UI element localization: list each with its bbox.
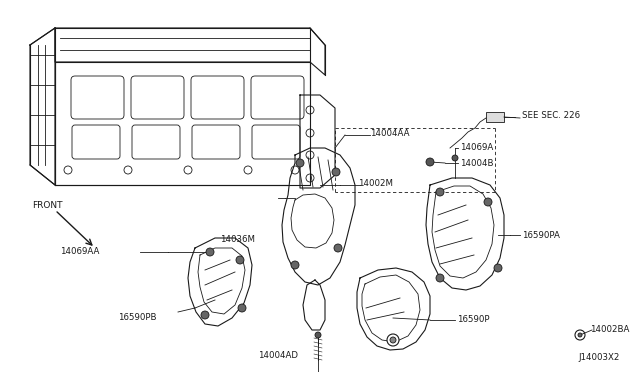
Circle shape xyxy=(390,337,396,343)
Text: 14004B: 14004B xyxy=(460,158,493,167)
Polygon shape xyxy=(303,280,325,330)
Text: J14003X2: J14003X2 xyxy=(579,353,620,362)
Polygon shape xyxy=(426,178,504,290)
Circle shape xyxy=(332,168,340,176)
Polygon shape xyxy=(300,95,335,188)
Circle shape xyxy=(206,248,214,256)
Text: 14069A: 14069A xyxy=(460,144,493,153)
Polygon shape xyxy=(188,238,252,326)
Text: 14069AA: 14069AA xyxy=(60,247,99,257)
Circle shape xyxy=(236,256,244,264)
Circle shape xyxy=(436,274,444,282)
Circle shape xyxy=(494,264,502,272)
Circle shape xyxy=(436,188,444,196)
Circle shape xyxy=(296,159,304,167)
Circle shape xyxy=(334,244,342,252)
Text: 14036M: 14036M xyxy=(220,235,255,244)
Circle shape xyxy=(578,333,582,337)
Polygon shape xyxy=(282,148,355,285)
Text: SEE SEC. 226: SEE SEC. 226 xyxy=(522,112,580,121)
Text: FRONT: FRONT xyxy=(32,201,63,209)
Circle shape xyxy=(484,198,492,206)
Circle shape xyxy=(426,158,434,166)
Bar xyxy=(486,112,504,122)
Polygon shape xyxy=(30,28,55,185)
Circle shape xyxy=(387,334,399,346)
Text: 14002M: 14002M xyxy=(358,179,393,187)
Circle shape xyxy=(315,332,321,338)
Text: 16590P: 16590P xyxy=(457,315,490,324)
Text: 16590PA: 16590PA xyxy=(522,231,560,240)
Circle shape xyxy=(452,155,458,161)
Text: 14002BA: 14002BA xyxy=(590,326,629,334)
Text: 14004AD: 14004AD xyxy=(258,350,298,359)
Polygon shape xyxy=(55,62,310,185)
Text: 16590PB: 16590PB xyxy=(118,314,157,323)
Polygon shape xyxy=(55,28,325,75)
Circle shape xyxy=(238,304,246,312)
Circle shape xyxy=(291,261,299,269)
Circle shape xyxy=(201,311,209,319)
Text: 14004AA: 14004AA xyxy=(370,128,410,138)
Polygon shape xyxy=(357,268,430,350)
